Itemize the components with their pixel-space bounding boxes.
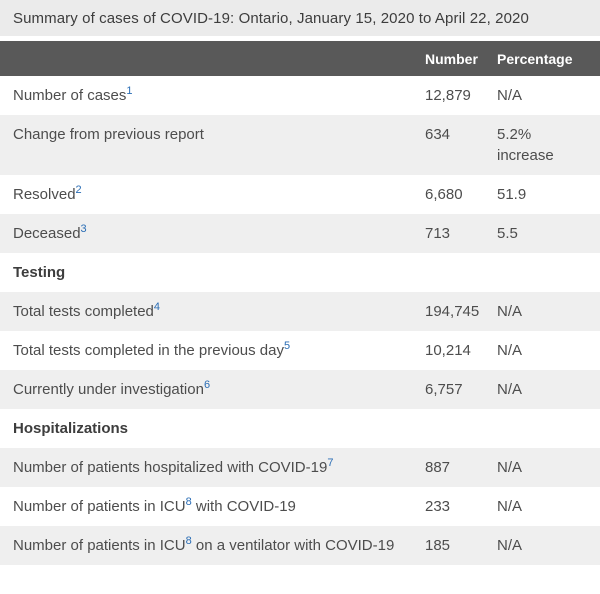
table-row: Change from previous report 634 5.2% incre… [0, 115, 600, 175]
row-percentage: N/A [497, 498, 523, 515]
footnote-link[interactable]: 5 [283, 340, 291, 352]
row-percentage: N/A [497, 342, 523, 359]
row-number: 233 [425, 498, 451, 515]
row-number: 713 [425, 225, 451, 242]
row-label: Currently under investigation6 [13, 379, 211, 399]
summary-table-body: Number of cases1 12,879 N/A Change from pre… [0, 76, 600, 565]
row-label: Deceased3 [13, 223, 87, 243]
row-number: 10,214 [425, 342, 471, 359]
table-row: Resolved2 6,680 51.9 [0, 175, 600, 214]
header-percentage-column: Percentage [497, 41, 600, 76]
row-label: Number of patients in ICU8 with COVID-19 [13, 496, 296, 516]
table-row: Number of patients in ICU8 with COVID-19… [0, 487, 600, 526]
row-percentage: 51.9 [497, 186, 527, 203]
table-title: Summary of cases of COVID-19: Ontario, J… [13, 9, 529, 27]
table-row: Number of patients hospitalized with COV… [0, 448, 600, 487]
row-number: 634 [425, 126, 451, 143]
section-row: Hospitalizations [0, 409, 600, 448]
row-label: Change from previous report [13, 126, 204, 143]
footnote-link[interactable]: 4 [153, 301, 161, 313]
table-row: Deceased3 713 5.5 [0, 214, 600, 253]
table-row: Total tests completed4 194,745 N/A [0, 292, 600, 331]
section-row: Testing [0, 253, 600, 292]
table-row: Currently under investigation6 6,757 N/A [0, 370, 600, 409]
row-label: Total tests completed in the previous da… [13, 340, 291, 360]
table-row: Total tests completed in the previous da… [0, 331, 600, 370]
header-row: Number Percentage [0, 41, 600, 76]
covid-summary-table: Number Percentage Number of cases1 12,879… [0, 41, 600, 565]
footnote-link[interactable]: 6 [203, 379, 211, 391]
table-title-bar: Summary of cases of COVID-19: Ontario, J… [0, 0, 600, 36]
row-label: Total tests completed4 [13, 301, 161, 321]
section-heading: Testing [13, 264, 66, 281]
row-number: 12,879 [425, 87, 471, 104]
footnote-link[interactable]: 1 [126, 85, 133, 97]
row-label: Resolved2 [13, 184, 82, 204]
table-header: Number Percentage [0, 41, 600, 76]
row-percentage: N/A [497, 459, 523, 476]
header-label-column [0, 41, 425, 76]
footnote-link[interactable]: 2 [75, 184, 82, 196]
row-label: Number of patients in ICU8 on a ventilat… [13, 535, 395, 555]
row-percentage: N/A [497, 537, 523, 554]
row-number: 6,680 [425, 186, 463, 203]
row-number: 185 [425, 537, 451, 554]
row-percentage: 5.5 [497, 225, 518, 242]
row-label: Number of patients hospitalized with COV… [13, 457, 334, 477]
row-number: 887 [425, 459, 451, 476]
row-percentage: N/A [497, 381, 523, 398]
footnote-link[interactable]: 3 [80, 223, 87, 235]
row-number: 6,757 [425, 381, 463, 398]
row-label: Number of cases1 [13, 85, 133, 105]
table-row: Number of patients in ICU8 on a ventilat… [0, 526, 600, 565]
row-percentage: N/A [497, 87, 523, 104]
row-percentage: 5.2% increase [497, 126, 554, 164]
row-percentage: N/A [497, 303, 523, 320]
section-heading: Hospitalizations [13, 420, 129, 437]
header-number-column: Number [425, 41, 497, 76]
row-number: 194,745 [425, 303, 480, 320]
table-row: Number of cases1 12,879 N/A [0, 76, 600, 115]
footnote-link[interactable]: 7 [327, 457, 334, 469]
footnote-link[interactable]: 8 [185, 535, 192, 547]
footnote-link[interactable]: 8 [185, 496, 192, 508]
